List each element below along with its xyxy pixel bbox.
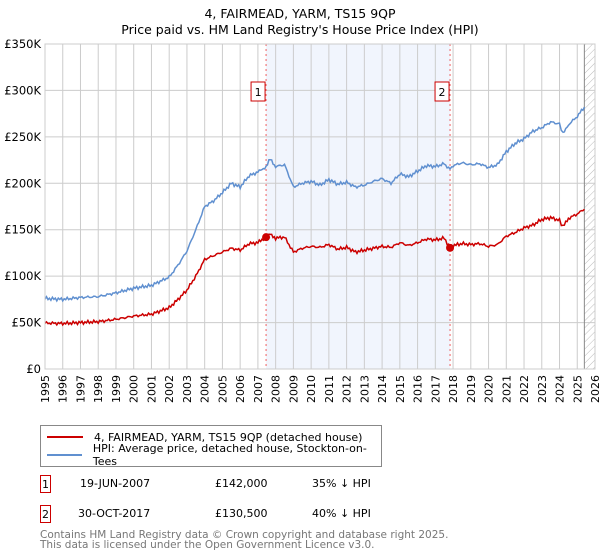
x-tick-label: 2020 <box>483 375 496 403</box>
chart-title: 4, FAIRMEAD, YARM, TS15 9QP <box>204 6 396 21</box>
x-tick-label: 2015 <box>394 375 407 403</box>
footer-licence: This data is licensed under the Open Gov… <box>40 539 375 551</box>
y-tick-label: £200K <box>4 176 41 190</box>
x-tick-label: 2017 <box>429 375 442 403</box>
sale-marker-label: 1 <box>255 86 262 99</box>
x-tick-label: 2005 <box>216 375 229 403</box>
x-tick-label: 2012 <box>341 375 354 403</box>
x-tick-label: 2008 <box>270 375 283 403</box>
y-tick-label: £300K <box>4 83 41 97</box>
footer: Contains HM Land Registry data © Crown c… <box>40 529 449 551</box>
x-tick-label: 2016 <box>412 375 425 403</box>
x-tick-label: 2022 <box>518 375 531 403</box>
x-tick-label: 1996 <box>57 375 70 403</box>
sale-price: £142,000 <box>215 477 268 490</box>
sale-date: 30-OCT-2017 <box>78 507 151 520</box>
sale-point <box>446 243 455 252</box>
x-tick-label: 1999 <box>110 375 123 403</box>
legend-blue-line <box>47 454 82 456</box>
x-tick-label: 2004 <box>199 375 212 403</box>
legend: 4, FAIRMEAD, YARM, TS15 9QP (detached ho… <box>40 425 382 468</box>
y-tick-label: £250K <box>4 130 41 144</box>
x-tick-label: 2009 <box>287 375 300 403</box>
sale-point <box>262 233 271 242</box>
legend-label-hpi: HPI: Average price, detached house, Stoc… <box>92 442 367 468</box>
y-tick-label: £50K <box>12 316 42 330</box>
legend-item-hpi: HPI: Average price, detached house, Stoc… <box>47 442 381 468</box>
sale-marker-label-box <box>250 81 266 102</box>
x-tick-label: 2018 <box>447 375 460 403</box>
legend-label-property: 4, FAIRMEAD, YARM, TS15 9QP (detached ho… <box>94 430 363 444</box>
sale-marker-label-box <box>434 81 450 102</box>
sale-marker-label: 2 <box>439 86 446 99</box>
hpi-line <box>44 106 586 303</box>
x-tick-label: 1998 <box>92 375 105 403</box>
chart-subtitle: Price paid vs. HM Land Registry's House … <box>121 22 479 37</box>
x-tick-label: 2023 <box>536 375 549 403</box>
sale-hpi-diff: 35% ↓ HPI <box>312 477 371 490</box>
x-tick-label: 2006 <box>234 375 247 403</box>
ownership-period-shading <box>266 44 451 369</box>
sale-hpi-diff: 40% ↓ HPI <box>312 507 371 520</box>
x-tick-label: 2025 <box>571 375 584 403</box>
x-tick-label: 2007 <box>252 375 265 403</box>
sale-price: £130,500 <box>215 507 268 520</box>
plot-border <box>44 43 596 370</box>
x-tick-label: 2024 <box>554 375 567 403</box>
x-tick-label: 2014 <box>376 375 389 403</box>
y-tick-label: £350K <box>4 37 41 51</box>
property-price-line <box>44 208 585 327</box>
x-tick-label: 2002 <box>163 375 176 403</box>
x-tick-label: 2026 <box>589 375 600 403</box>
y-tick-label: £150K <box>4 223 41 237</box>
x-tick-label: 2001 <box>145 375 158 403</box>
x-tick-label: 1997 <box>74 375 87 403</box>
forecast-hatch <box>584 44 595 369</box>
sale-date: 19-JUN-2007 <box>80 477 151 490</box>
sale-marker-badge: 1 <box>40 475 51 493</box>
x-tick-label: 2000 <box>128 375 141 403</box>
x-tick-label: 2013 <box>358 375 371 403</box>
x-tick-label: 1995 <box>39 375 52 403</box>
y-tick-label: £0 <box>26 362 41 376</box>
plot-area: 1995 1996 1997 1998 1999 2000 2001 2002 2003 2004… <box>4 37 600 403</box>
x-tick-label: 2010 <box>305 375 318 403</box>
x-tick-label: 2019 <box>465 375 478 403</box>
sale-marker-badge: 2 <box>40 505 51 523</box>
x-tick-label: 2021 <box>500 375 513 403</box>
x-tick-label: 2011 <box>323 375 336 403</box>
y-tick-label: £100K <box>4 269 41 283</box>
legend-red-line <box>47 436 83 438</box>
legend-item-property: 4, FAIRMEAD, YARM, TS15 9QP (detached ho… <box>47 429 362 445</box>
footer-copyright: Contains HM Land Registry data © Crown c… <box>40 529 449 541</box>
x-tick-label: 2003 <box>181 375 194 403</box>
